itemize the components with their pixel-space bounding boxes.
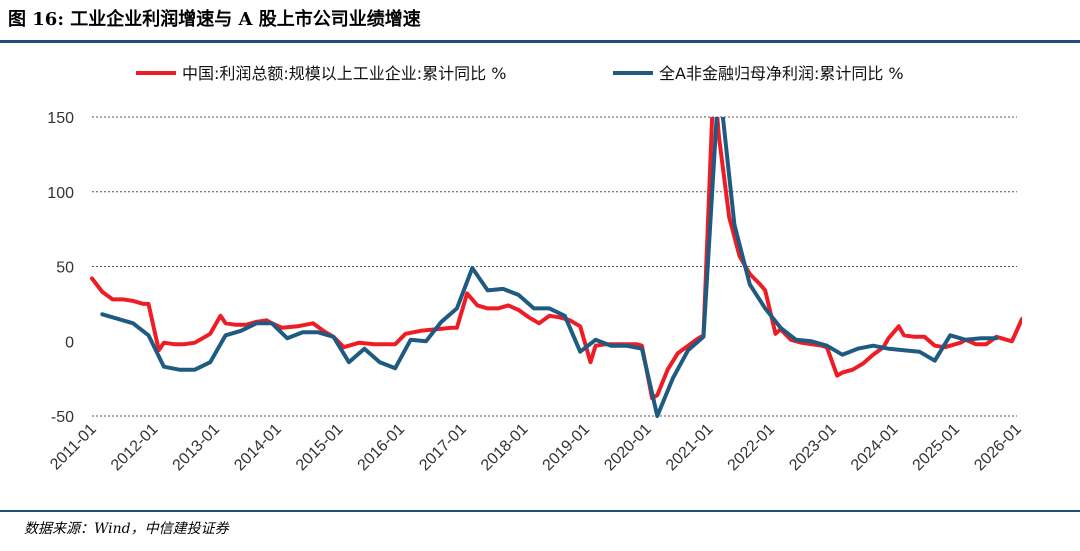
x-tick-label: 2022-01 (725, 421, 779, 475)
x-tick-label: 2016-01 (355, 421, 409, 475)
y-tick-label: 100 (47, 185, 74, 202)
legend-label-industrial-profit: 中国:利润总额:规模以上工业企业:累计同比 % (182, 64, 506, 83)
x-tick-label: 2023-01 (786, 421, 840, 475)
x-tick-label: 2011-01 (47, 421, 100, 474)
chart-legend: 中国:利润总额:规模以上工业企业:累计同比 % 全A非金融归母净利润:累计同比 … (136, 64, 904, 83)
y-axis: 150 100 50 0 -50 (47, 110, 74, 426)
x-tick-label: 2014-01 (231, 421, 285, 475)
y-tick-label: -50 (51, 409, 74, 426)
x-tick-label: 2015-01 (293, 421, 347, 475)
x-tick-label: 2018-01 (478, 421, 532, 475)
x-tick-label: 2024-01 (848, 421, 902, 475)
line-chart: 中国:利润总额:规模以上工业企业:累计同比 % 全A非金融归母净利润:累计同比 … (47, 64, 1025, 475)
x-tick-label: 2013-01 (170, 421, 224, 475)
y-tick-label: 50 (56, 260, 74, 277)
y-tick-label: 150 (47, 110, 74, 127)
legend-label-a-share-profit: 全A非金融归母净利润:累计同比 % (659, 64, 904, 83)
data-source-note: 数据来源：Wind，中信建投证券 (24, 521, 229, 537)
y-tick-label: 0 (65, 334, 74, 351)
series-line-a-share-profit (100, 117, 999, 418)
gridlines (92, 116, 1017, 417)
footer-divider (0, 510, 1080, 512)
x-tick-label: 2020-01 (601, 421, 655, 475)
x-tick-label: 2017-01 (416, 421, 470, 475)
x-tick-label: 2021-01 (663, 421, 717, 475)
x-tick-label: 2019-01 (540, 421, 594, 475)
title-divider (0, 40, 1080, 43)
figure-title: 图 16: 工业企业利润增速与 A 股上市公司业绩增速 (8, 9, 421, 30)
x-tick-label: 2026-01 (971, 421, 1025, 475)
series-lines (90, 117, 1022, 418)
x-tick-label: 2012-01 (108, 421, 162, 475)
x-axis: 2011-01 2012-01 2013-01 2014-01 2015-01 2016-… (47, 421, 1025, 475)
series-line-industrial-profit (90, 117, 1022, 401)
x-tick-label: 2025-01 (910, 421, 964, 475)
